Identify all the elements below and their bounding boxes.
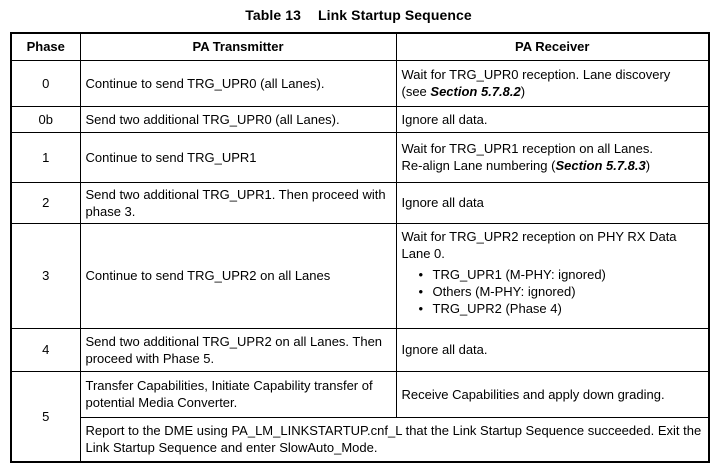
receiver-bullet-list: • TRG_UPR1 (M-PHY: ignored) • Others (M-PH… bbox=[402, 266, 705, 317]
pa-transmitter-cell: Send two additional TRG_UPR2 on all Lane… bbox=[79, 327, 397, 372]
col-header-pa-transmitter: PA Transmitter bbox=[79, 32, 397, 61]
receiver-text: Re-align Lane numbering (Section 5.7.8.3… bbox=[402, 157, 705, 174]
list-item: • TRG_UPR2 (Phase 4) bbox=[419, 300, 705, 317]
bullet-text: TRG_UPR1 (M-PHY: ignored) bbox=[432, 266, 606, 282]
pa-receiver-cell: Wait for TRG_UPR1 reception on all Lanes… bbox=[395, 131, 710, 183]
phase-3-row: 3 Continue to send TRG_UPR2 on all Lanes… bbox=[10, 222, 710, 329]
receiver-text: Wait for TRG_UPR0 reception. Lane discov… bbox=[401, 67, 671, 82]
table-number: Table 13 bbox=[245, 7, 301, 23]
pa-transmitter-cell: Continue to send TRG_UPR0 (all Lanes). bbox=[79, 59, 397, 107]
phase-cell: 2 bbox=[10, 181, 81, 224]
header-row: Phase PA Transmitter PA Receiver bbox=[10, 32, 710, 61]
phase-cell: 0b bbox=[10, 105, 81, 133]
phase-cell: 0 bbox=[10, 59, 81, 107]
receiver-text: ) bbox=[520, 84, 526, 99]
list-item: • TRG_UPR1 (M-PHY: ignored) bbox=[419, 266, 705, 283]
receiver-text: Re-align Lane numbering ( bbox=[401, 158, 556, 173]
phase-0b-row: 0b Send two additional TRG_UPR0 (all Lan… bbox=[10, 105, 710, 133]
phase-4-row: 4 Send two additional TRG_UPR2 on all La… bbox=[10, 327, 710, 372]
table-caption: Table 13 Link Startup Sequence bbox=[0, 0, 717, 23]
section-reference: Section 5.7.8.2 bbox=[430, 84, 521, 99]
phase-0-row: 0 Continue to send TRG_UPR0 (all Lanes).… bbox=[10, 59, 710, 107]
pa-transmitter-cell: Transfer Capabilities, Initiate Capabili… bbox=[79, 370, 397, 418]
section-reference: Section 5.7.8.3 bbox=[555, 158, 646, 173]
list-item: • Others (M-PHY: ignored) bbox=[419, 283, 705, 300]
bullet-text: Others (M-PHY: ignored) bbox=[432, 283, 576, 299]
pa-receiver-cell: Wait for TRG_UPR2 reception on PHY RX Da… bbox=[395, 222, 710, 329]
pa-transmitter-cell: Continue to send TRG_UPR1 bbox=[79, 131, 397, 183]
phase-cell: 5 bbox=[10, 370, 81, 463]
phase-2-row: 2 Send two additional TRG_UPR1. Then pro… bbox=[10, 181, 710, 224]
phase-cell: 4 bbox=[10, 327, 81, 372]
phase-cell: 1 bbox=[10, 131, 81, 183]
link-startup-sequence-table: Phase PA Transmitter PA Receiver 0 Conti… bbox=[10, 32, 710, 463]
bullet-text: TRG_UPR2 (Phase 4) bbox=[432, 300, 562, 316]
pa-transmitter-cell: Send two additional TRG_UPR1. Then proce… bbox=[79, 181, 397, 224]
receiver-text: (see bbox=[401, 84, 431, 99]
receiver-text: ) bbox=[645, 158, 651, 173]
pa-receiver-cell: Receive Capabilities and apply down grad… bbox=[395, 370, 710, 418]
receiver-text: (see Section 5.7.8.2) bbox=[402, 83, 705, 100]
bullet-icon: • bbox=[418, 283, 424, 299]
merged-note-cell: Report to the DME using PA_LM_LINKSTARTU… bbox=[79, 416, 710, 463]
bullet-icon: • bbox=[418, 266, 424, 282]
phase-1-row: 1 Continue to send TRG_UPR1 Wait for TRG… bbox=[10, 131, 710, 183]
col-header-phase: Phase bbox=[10, 32, 81, 61]
phase-5-row: 5 Transfer Capabilities, Initiate Capabi… bbox=[10, 370, 710, 463]
table-title: Link Startup Sequence bbox=[318, 7, 472, 23]
col-header-pa-receiver: PA Receiver bbox=[395, 32, 710, 61]
pa-receiver-cell: Ignore all data bbox=[395, 181, 710, 224]
pa-receiver-cell: Ignore all data. bbox=[395, 105, 710, 133]
receiver-text: Wait for TRG_UPR2 reception on PHY RX Da… bbox=[401, 228, 677, 261]
bullet-icon: • bbox=[418, 300, 424, 316]
receiver-text: Wait for TRG_UPR1 reception on all Lanes… bbox=[401, 141, 653, 156]
pa-transmitter-cell: Send two additional TRG_UPR0 (all Lanes)… bbox=[79, 105, 397, 133]
pa-transmitter-cell: Continue to send TRG_UPR2 on all Lanes bbox=[79, 222, 397, 329]
pa-receiver-cell: Wait for TRG_UPR0 reception. Lane discov… bbox=[395, 59, 710, 107]
pa-receiver-cell: Ignore all data. bbox=[395, 327, 710, 372]
phase-5-merged-row: Report to the DME using PA_LM_LINKSTARTU… bbox=[11, 416, 710, 463]
phase-cell: 3 bbox=[10, 222, 81, 329]
